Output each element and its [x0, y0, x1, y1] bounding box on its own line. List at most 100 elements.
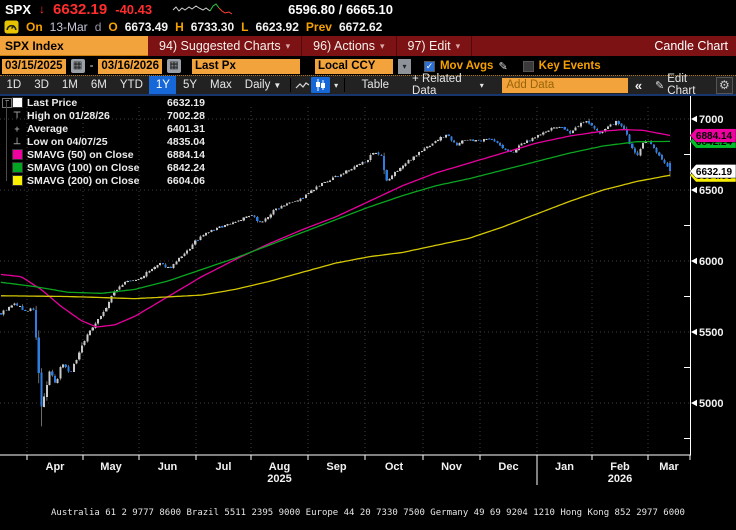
legend-label: SMAVG (200) on Close	[27, 174, 140, 187]
security-input[interactable]: SPX Index	[0, 36, 148, 56]
svg-text:Oct: Oct	[385, 461, 404, 473]
quote-row: SPX ↓ 6632.19 -40.43 6596.80 / 6665.10	[0, 0, 736, 18]
open-label: O	[108, 20, 118, 34]
range-max-button[interactable]: Max	[210, 79, 232, 91]
svg-text:Apr: Apr	[46, 461, 66, 473]
menu-suggested-charts[interactable]: 94) Suggested Charts ▾	[148, 36, 303, 56]
range-6m-button[interactable]: 6M	[90, 79, 107, 91]
legend-value: 6604.06	[167, 174, 205, 187]
menu-actions[interactable]: 96) Actions ▾	[302, 36, 397, 56]
session-date: 13-Mar	[49, 20, 88, 34]
low-value: 6623.92	[255, 20, 299, 34]
range-5y-button[interactable]: 5Y	[182, 79, 198, 91]
field-select[interactable]: Last Px	[191, 58, 300, 74]
date-from-input[interactable]: 03/15/2025	[2, 58, 66, 74]
key-events-checkbox[interactable]	[522, 60, 534, 72]
legend-tree-line	[6, 101, 7, 181]
legend-collapse-icon[interactable]: −	[2, 98, 12, 108]
related-data-button[interactable]: + Related Data ▾	[406, 73, 491, 97]
edit-pencil-icon: ✎	[655, 79, 665, 92]
last-price: 6632.19	[53, 0, 108, 18]
svg-text:Aug: Aug	[269, 461, 290, 473]
gear-icon[interactable]: ⚙	[715, 76, 734, 94]
legend-label: Average	[27, 122, 69, 135]
legend-row-average[interactable]: + Average 6401.31	[3, 122, 205, 135]
average-marker-icon: +	[14, 123, 20, 134]
chart-type-dropdown[interactable]: ▾	[334, 80, 339, 90]
price-down-arrow-icon: ↓	[39, 2, 46, 16]
menu-bar: SPX Index 94) Suggested Charts ▾ 96) Act…	[0, 36, 736, 56]
chart-toolbar: 1D 3D 1M 6M YTD 1Y 5Y Max Daily ▼ ▾ Tabl…	[0, 73, 736, 97]
legend-row-smavg100[interactable]: SMAVG (100) on Close 6842.24	[3, 161, 205, 174]
price-chart[interactable]: 7000 6500 6000 5500 5000 Apr May Jun Jul Aug Sep Oc…	[0, 93, 736, 493]
smavg200-swatch-icon	[11, 175, 23, 186]
chevron-down-icon: ▾	[379, 40, 385, 51]
sparkline-green-segment	[209, 3, 220, 12]
svg-text:5000: 5000	[699, 398, 723, 410]
menu-suggested-charts-label: 94) Suggested Charts	[159, 39, 281, 53]
range-ytd-button[interactable]: YTD	[119, 79, 143, 91]
svg-text:Jun: Jun	[158, 461, 178, 473]
add-data-input[interactable]	[502, 77, 629, 93]
svg-text:May: May	[100, 461, 122, 473]
smavg50-swatch-icon	[11, 149, 23, 160]
svg-text:7000: 7000	[699, 114, 723, 126]
legend-label: Last Price	[27, 96, 78, 109]
period-label: Daily	[244, 79, 271, 91]
prev-value: 6672.62	[338, 20, 383, 34]
legend-row-smavg200[interactable]: SMAVG (200) on Close 6604.06	[3, 174, 205, 187]
bid-ask: 6596.80 / 6665.10	[288, 1, 393, 17]
chevron-down-icon: ▾	[479, 80, 484, 90]
legend-label: High on 01/28/26	[27, 109, 110, 122]
svg-text:Jan: Jan	[555, 461, 574, 473]
calendar-icon[interactable]: ▦	[70, 59, 85, 73]
candle-chart-icon[interactable]	[311, 77, 331, 93]
currency-select[interactable]: Local CCY	[314, 58, 393, 74]
delayed-gauge-icon[interactable]	[4, 20, 19, 34]
low-marker-icon: ⊥	[13, 136, 21, 146]
menu-edit[interactable]: 97) Edit ▾	[397, 36, 473, 56]
line-chart-icon[interactable]	[293, 77, 312, 93]
svg-text:Sep: Sep	[326, 461, 346, 473]
legend-row-high[interactable]: ⊤ High on 01/28/26 7002.28	[3, 109, 205, 122]
svg-text:Mar: Mar	[659, 461, 679, 473]
legend-row-low[interactable]: ⊥ Low on 04/07/25 4835.04	[3, 135, 205, 148]
high-label: H	[175, 20, 184, 34]
last-price-swatch-icon	[11, 97, 23, 108]
on-label: On	[26, 20, 43, 34]
range-1y-button[interactable]: 1Y	[149, 76, 177, 94]
svg-text:5500: 5500	[699, 327, 723, 339]
view-title: Candle Chart	[654, 39, 728, 53]
edit-pencil-icon[interactable]: ✎	[498, 60, 508, 73]
footer-phones: Australia 61 2 9777 8600 Brazil 5511 239…	[51, 508, 685, 518]
legend-row-last-price[interactable]: Last Price 6632.19	[3, 96, 205, 109]
svg-text:2025: 2025	[267, 473, 291, 485]
table-button[interactable]: Table	[361, 79, 390, 91]
legend-value: 6884.14	[167, 148, 205, 161]
low-label: L	[241, 20, 249, 34]
legend-row-smavg50[interactable]: SMAVG (50) on Close 6884.14	[3, 148, 205, 161]
date-to-input[interactable]: 03/16/2026	[98, 58, 162, 74]
svg-text:Nov: Nov	[441, 461, 463, 473]
range-1d-button[interactable]: 1D	[6, 79, 22, 91]
collapse-panel-button[interactable]: «	[634, 77, 643, 93]
svg-text:Feb: Feb	[610, 461, 630, 473]
key-events-label: Key Events	[538, 60, 601, 72]
legend-value: 6632.19	[167, 96, 205, 109]
svg-text:6500: 6500	[699, 185, 723, 197]
calendar-icon[interactable]: ▦	[166, 59, 181, 73]
legend-label: Low on 04/07/25	[27, 135, 108, 148]
mov-avgs-checkbox[interactable]: ✓	[423, 60, 435, 72]
legend-label: SMAVG (50) on Close	[27, 148, 134, 161]
edit-chart-button[interactable]: ✎ Edit Chart	[649, 73, 716, 97]
range-1m-button[interactable]: 1M	[61, 79, 78, 91]
chevron-down-icon[interactable]: ▾	[397, 58, 411, 74]
chevron-down-icon: ▾	[455, 40, 461, 51]
range-3d-button[interactable]: 3D	[34, 79, 49, 91]
period-select[interactable]: Daily ▼	[238, 76, 287, 94]
checkmark-icon: ✓	[425, 60, 434, 71]
chart-legend: − Last Price 6632.19 ⊤ High on 01/28/26 …	[2, 96, 205, 187]
high-marker-icon: ⊤	[13, 110, 21, 120]
svg-text:Dec: Dec	[498, 461, 518, 473]
